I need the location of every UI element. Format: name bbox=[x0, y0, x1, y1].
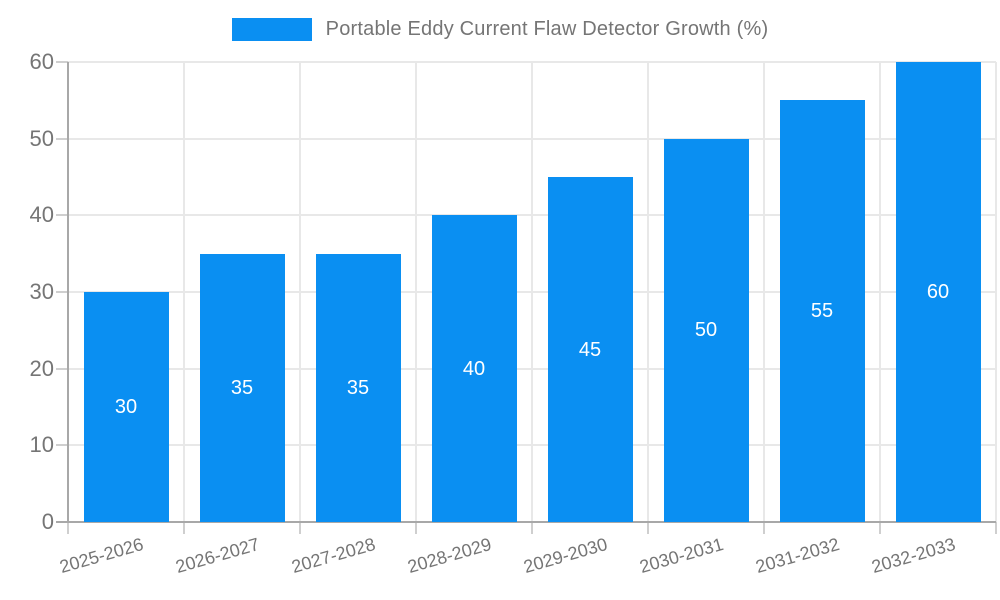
x-axis-tick bbox=[647, 522, 649, 534]
legend-swatch bbox=[231, 18, 312, 41]
y-tick-label: 0 bbox=[41, 509, 54, 534]
x-tick-label: 2025-2026 bbox=[57, 534, 146, 577]
bar-value-label: 50 bbox=[694, 319, 718, 342]
bar-value-label: 60 bbox=[926, 281, 950, 303]
x-axis-tick bbox=[879, 522, 881, 534]
x-axis-tick bbox=[763, 522, 765, 534]
bar bbox=[431, 215, 517, 522]
y-tick-label: 60 bbox=[29, 49, 54, 74]
gridline-vertical bbox=[415, 62, 417, 522]
x-tick-label: 2029-2030 bbox=[521, 534, 610, 577]
x-axis-tick bbox=[995, 522, 997, 534]
y-tick-label: 20 bbox=[29, 355, 54, 381]
x-axis-tick bbox=[67, 522, 69, 534]
bar-value-label: 30 bbox=[114, 396, 138, 418]
bar bbox=[83, 292, 169, 522]
bar bbox=[547, 177, 633, 522]
bar-value-label: 45 bbox=[578, 338, 602, 361]
bar-value-label: 40 bbox=[462, 357, 486, 380]
y-tick-label: 10 bbox=[29, 432, 54, 458]
bar-value-label: 55 bbox=[810, 300, 834, 323]
x-tick-label: 2032-2033 bbox=[869, 534, 958, 577]
y-tick-label: 50 bbox=[29, 125, 54, 151]
x-axis-line bbox=[56, 521, 996, 523]
bar bbox=[895, 62, 981, 522]
x-axis-tick bbox=[183, 522, 185, 534]
y-axis-tick bbox=[56, 61, 68, 63]
y-axis-tick bbox=[56, 214, 68, 217]
bar bbox=[663, 138, 749, 522]
y-axis-tick bbox=[56, 444, 68, 447]
y-tick-label: 30 bbox=[29, 279, 54, 304]
x-axis-tick bbox=[531, 522, 533, 534]
x-tick-label: 2027-2028 bbox=[289, 534, 378, 577]
x-tick-label: 2028-2029 bbox=[405, 534, 494, 577]
y-axis-tick bbox=[56, 367, 68, 370]
bar bbox=[315, 253, 401, 522]
y-axis-line bbox=[67, 62, 69, 522]
x-axis-tick bbox=[415, 522, 417, 534]
bar-value-label: 35 bbox=[346, 376, 370, 399]
x-tick-label: 2026-2027 bbox=[173, 534, 262, 577]
gridline-vertical bbox=[647, 62, 649, 522]
x-tick-label: 2031-2032 bbox=[753, 534, 842, 577]
y-axis-tick bbox=[56, 137, 68, 140]
gridline-vertical bbox=[763, 62, 765, 522]
x-tick-label: 2030-2031 bbox=[637, 534, 726, 577]
gridline-vertical bbox=[299, 62, 301, 522]
gridline-vertical bbox=[879, 62, 881, 522]
bar bbox=[199, 253, 285, 522]
bar-value-label: 35 bbox=[230, 376, 254, 399]
gridline-vertical bbox=[531, 62, 533, 522]
legend: Portable Eddy Current Flaw Detector Grow… bbox=[0, 18, 1000, 41]
y-tick-label: 40 bbox=[29, 202, 54, 228]
gridline-vertical bbox=[995, 62, 997, 522]
gridline-vertical bbox=[183, 62, 185, 522]
y-axis-tick bbox=[56, 291, 68, 293]
x-axis-tick bbox=[299, 522, 301, 534]
chart-title: Portable Eddy Current Flaw Detector Grow… bbox=[325, 18, 769, 40]
bar bbox=[779, 100, 865, 522]
